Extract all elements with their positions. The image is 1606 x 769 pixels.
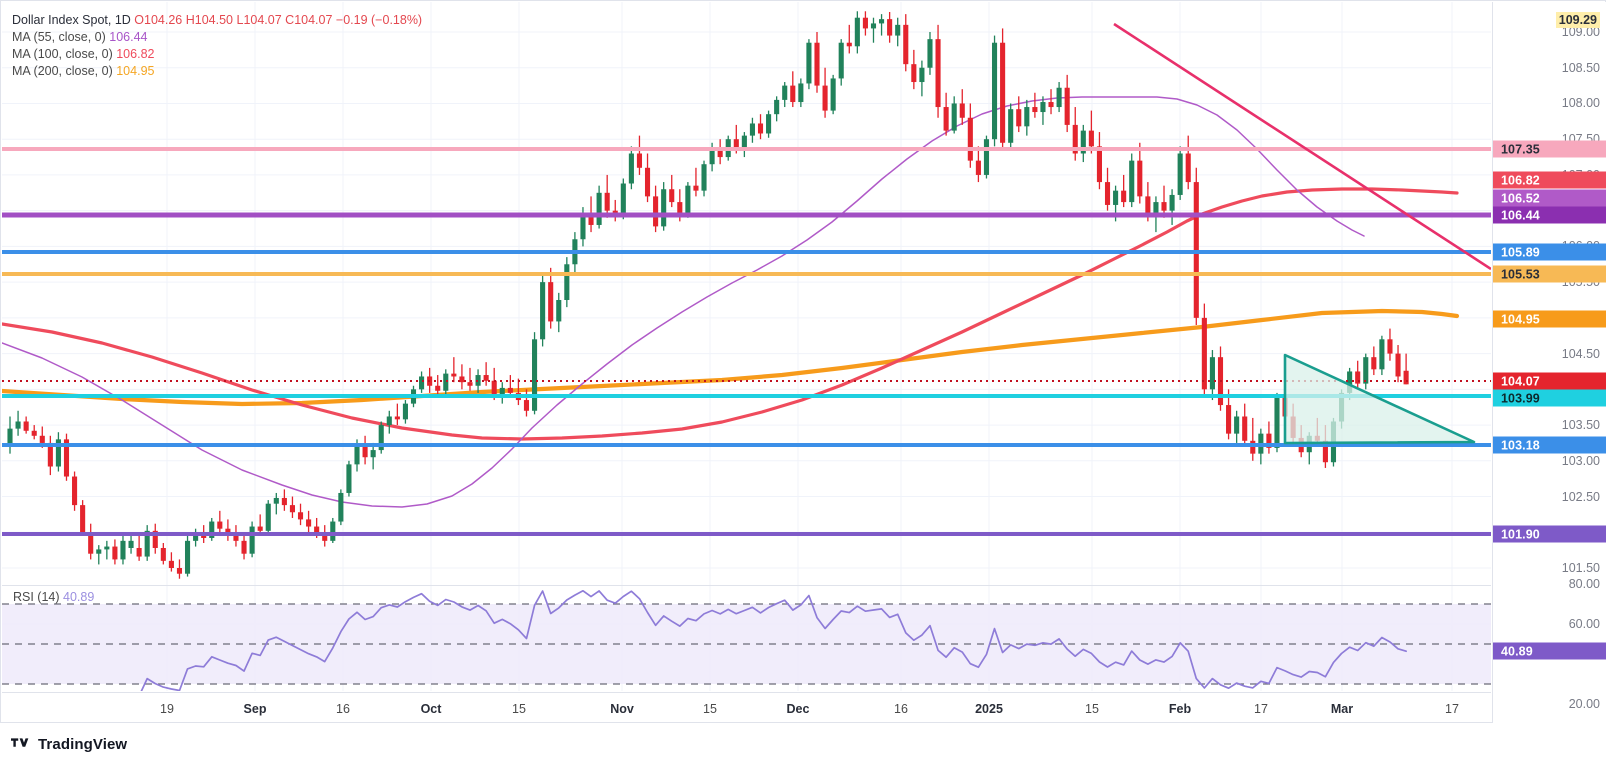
price-axis[interactable]: 109.00108.50108.00107.50107.00106.50106.… [1492,2,1606,723]
ohlc-open-label: O [134,13,145,27]
rsi-label: RSI (14) [13,590,60,604]
time-axis-tick: Oct [420,702,442,716]
time-axis-tick: 15 [703,702,717,716]
ohlc-open-value: 104.26 [144,13,183,27]
chart-legend: Dollar Index Spot, 1D O104.26 H104.50 L1… [12,12,422,80]
price-pane[interactable] [2,2,1491,585]
rsi-axis-tick: 60.00 [1568,617,1600,631]
price-level-badge[interactable]: 103.18 [1493,436,1606,454]
time-axis-tick: Mar [1330,702,1354,716]
tradingview-branding[interactable]: TradingView [11,736,127,753]
price-high-marker[interactable]: 109.29 [1555,12,1600,28]
price-axis-tick: 108.00 [1561,96,1600,111]
chart-frame: 19Sep16Oct15Nov15Dec16202515Feb17Mar17Ap… [0,0,1606,723]
ohlc-high-value: 104.50 [194,13,234,27]
legend-ma100-row[interactable]: MA (100, close, 0) 106.82 [12,46,422,63]
price-level-badge[interactable]: 105.89 [1493,243,1606,261]
price-axis-tick: 103.00 [1561,453,1600,468]
time-axis-tick: Feb [1168,702,1192,716]
price-axis-tick: 109.00 [1561,25,1600,39]
time-axis-tick: 17 [1445,702,1459,716]
rsi-legend[interactable]: RSI (14) 40.89 [13,590,94,604]
symbol-title[interactable]: Dollar Index Spot, 1D [12,13,131,27]
legend-ma55-row[interactable]: MA (55, close, 0) 106.44 [12,29,422,46]
rsi-pane[interactable] [2,586,1491,691]
ma55-value: 106.44 [109,30,148,44]
ohlc-change: −0.19 (−0.18%) [335,13,423,27]
ohlc-high-label: H [185,13,195,27]
legend-ma200-row[interactable]: MA (200, close, 0) 104.95 [12,63,422,80]
ohlc-low-label: L [236,13,244,27]
legend-ohlc-row[interactable]: Dollar Index Spot, 1D O104.26 H104.50 L1… [12,12,422,29]
rsi-axis-tick: 20.00 [1568,697,1600,711]
time-axis-tick: 19 [160,702,174,716]
tradingview-brand-text: TradingView [38,736,128,753]
rsi-axis-tick: 80.00 [1568,577,1600,591]
time-axis-tick: 15 [512,702,526,716]
time-axis-tick: 16 [894,702,908,716]
price-level-badge[interactable]: 104.95 [1493,310,1606,328]
price-level-badge[interactable]: 106.44 [1493,206,1606,224]
price-axis-tick: 102.50 [1561,489,1600,504]
price-axis-tick: 108.50 [1561,60,1600,75]
price-level-badge[interactable]: 107.35 [1493,140,1606,158]
ma200-value: 104.95 [116,64,155,78]
price-level-badge[interactable]: 103.99 [1493,389,1606,407]
ohlc-low-value: 104.07 [243,13,282,27]
price-level-badge[interactable]: 106.52 [1493,189,1606,207]
price-axis-tick: 104.50 [1561,346,1600,361]
ma100-value: 106.82 [116,47,155,61]
chart-plot-area[interactable]: 19Sep16Oct15Nov15Dec16202515Feb17Mar17Ap… [2,2,1491,723]
rsi-chart-svg [2,586,1491,691]
time-axis-tick: 2025 [975,702,1003,716]
tradingview-logo-icon [11,738,29,747]
time-axis-tick: 15 [1085,702,1099,716]
price-chart-svg [2,2,1491,585]
price-axis-tick: 101.50 [1561,561,1600,575]
ma100-label: MA (100, close, 0) [12,47,113,61]
ohlc-close-label: C [285,13,295,27]
time-axis-tick: 16 [336,702,350,716]
ohlc-close-value: 104.07 [294,13,333,27]
time-axis[interactable]: 19Sep16Oct15Nov15Dec16202515Feb17Mar17Ap… [2,692,1491,723]
price-level-badge[interactable]: 104.07 [1493,372,1606,390]
time-axis-tick: Dec [786,702,810,716]
time-axis-tick: 17 [1254,702,1268,716]
price-level-badge[interactable]: 105.53 [1493,265,1606,283]
time-axis-tick: Sep [243,702,267,716]
rsi-value-badge[interactable]: 40.89 [1493,642,1606,660]
ma200-label: MA (200, close, 0) [12,64,113,78]
pane-divider [2,585,1491,586]
rsi-value: 40.89 [63,590,95,604]
price-level-badge[interactable]: 106.82 [1493,171,1606,189]
ma55-label: MA (55, close, 0) [12,30,106,44]
price-axis-tick: 103.50 [1561,418,1600,433]
time-axis-tick: Nov [610,702,634,716]
price-level-badge[interactable]: 101.90 [1493,525,1606,543]
